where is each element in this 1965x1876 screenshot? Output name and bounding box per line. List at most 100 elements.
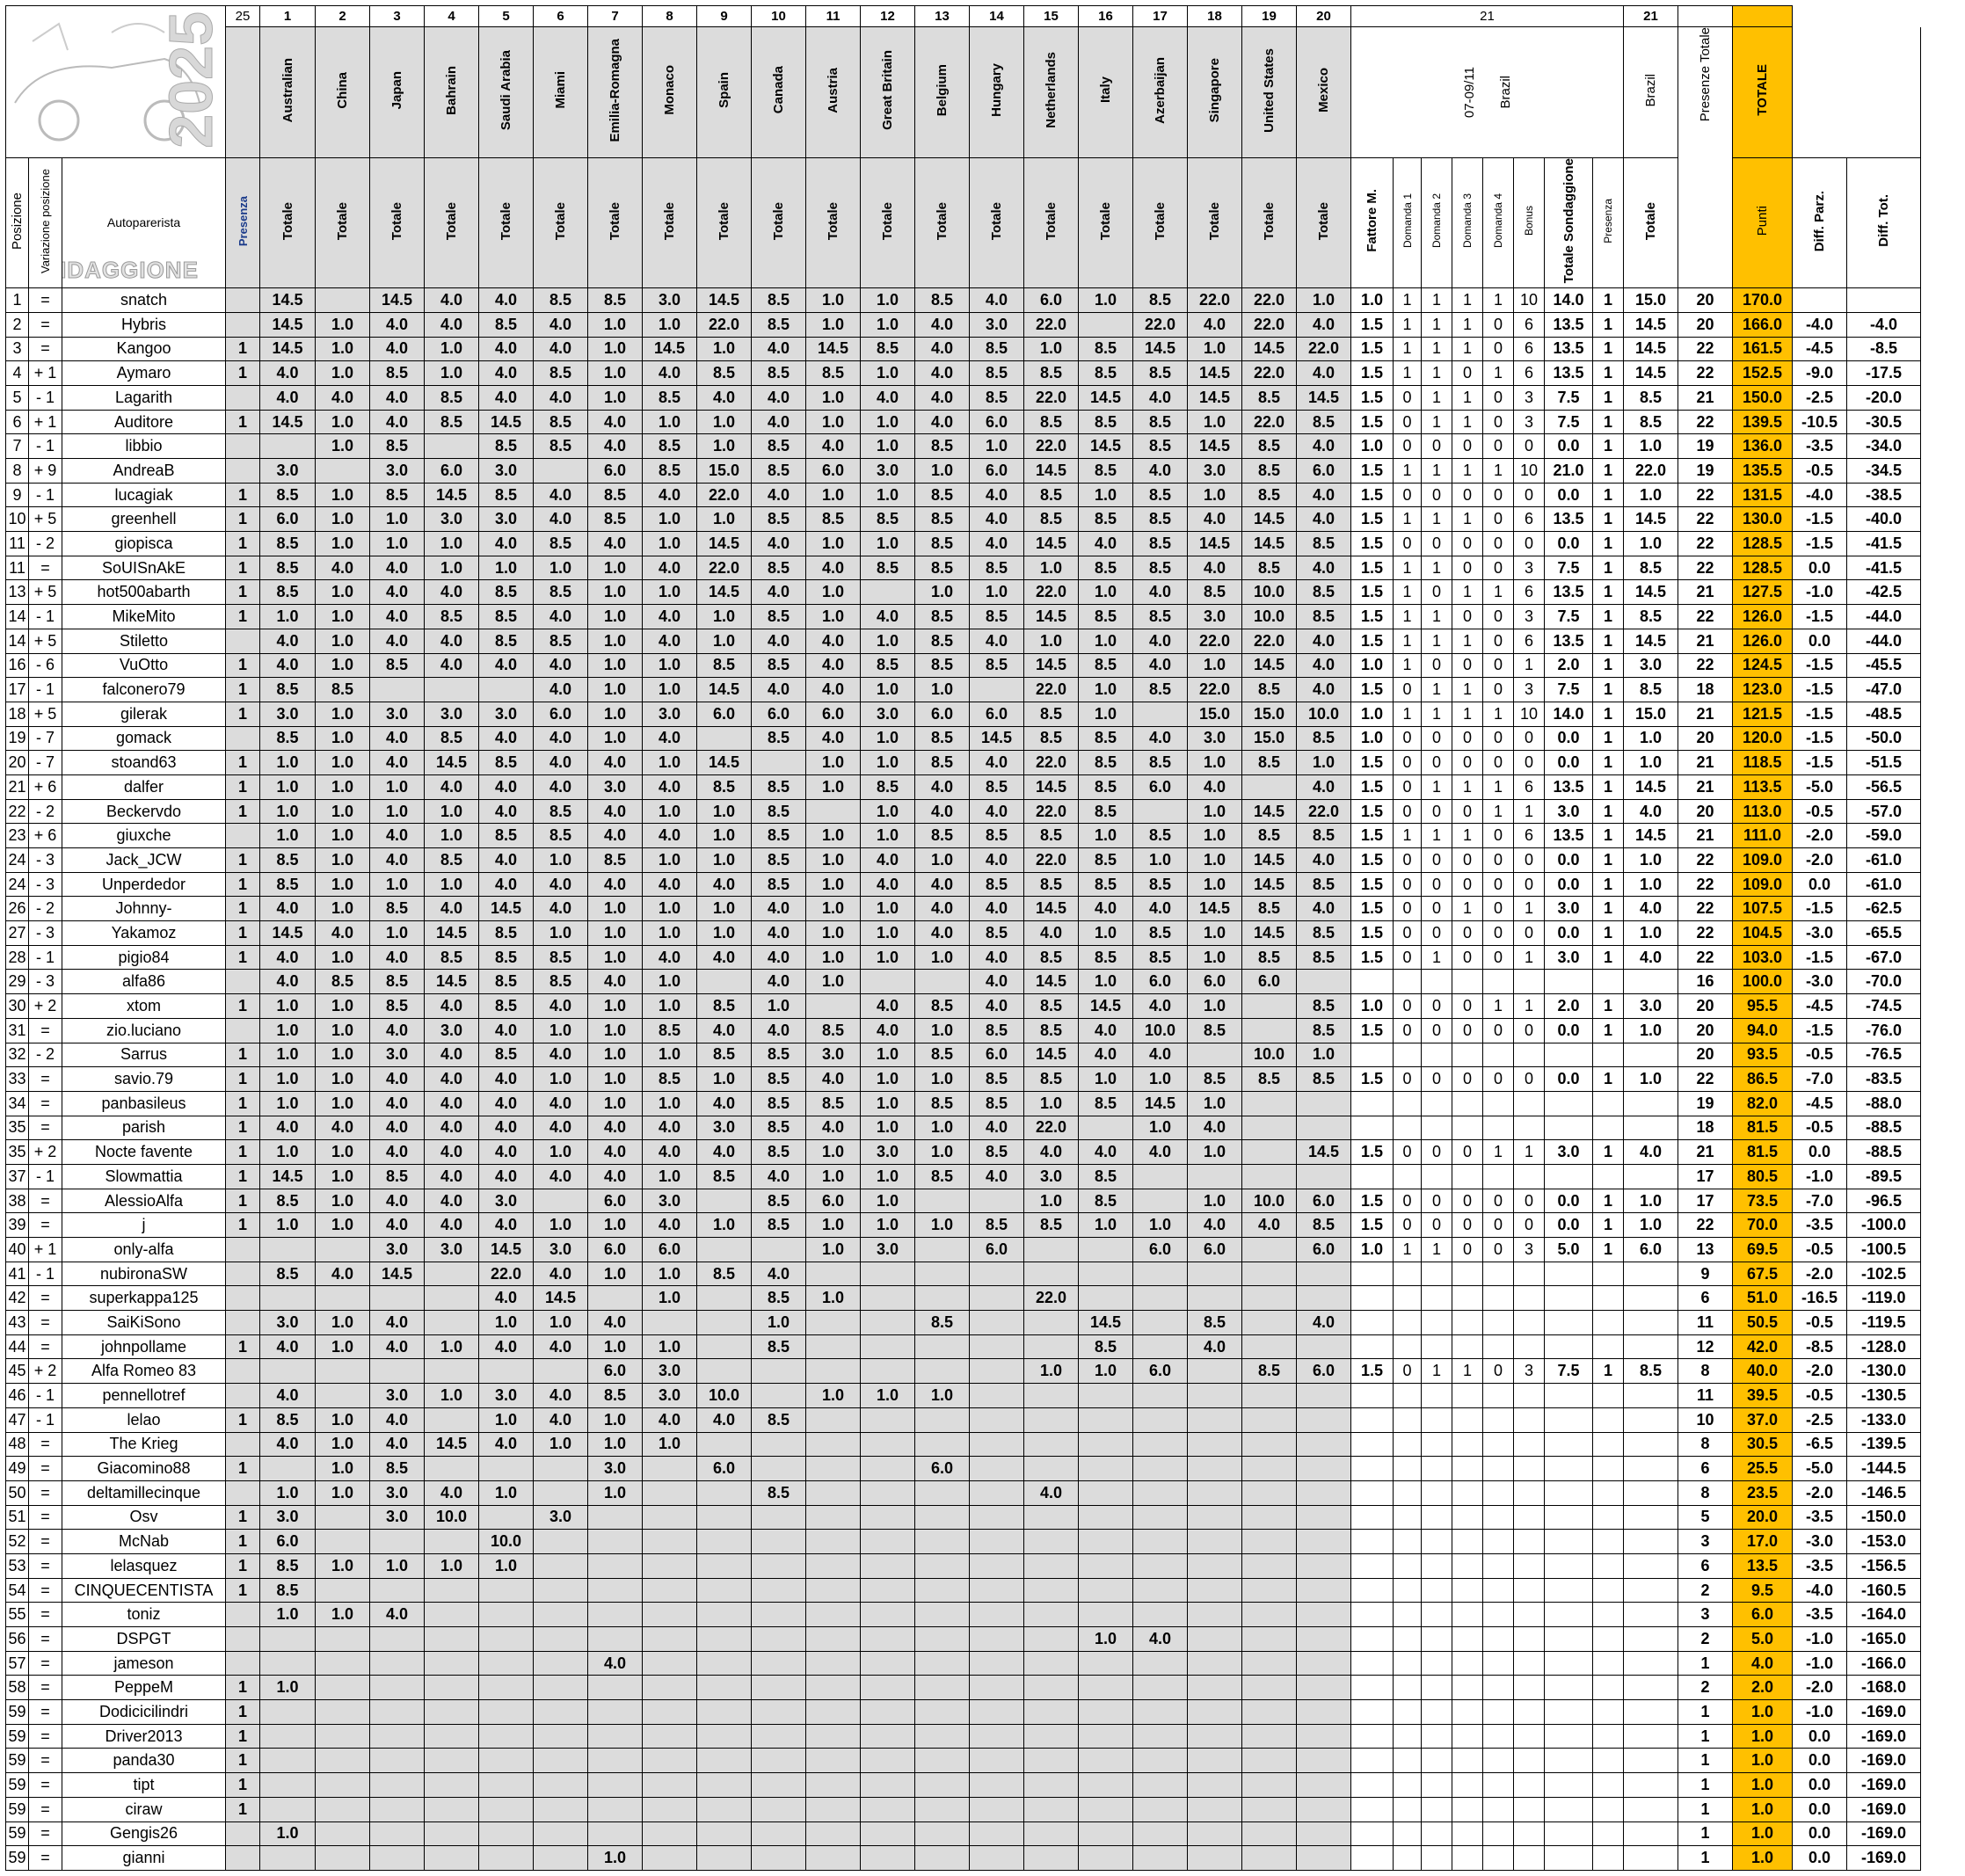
round-score: 8.5 (533, 287, 588, 313)
sondaggione-value (1592, 1675, 1624, 1701)
presenze-totale: 22 (1678, 506, 1733, 533)
sondaggione-value: 0 (1513, 847, 1545, 873)
sondaggione-value (1421, 1310, 1452, 1335)
position-change: + 5 (28, 628, 62, 654)
round-score: 8.5 (914, 652, 970, 679)
round-score: 1.0 (1187, 920, 1242, 946)
round-score (424, 1407, 479, 1433)
round-score: 1.0 (642, 1042, 697, 1068)
round-score: 1.0 (1023, 555, 1079, 581)
diff-totale: -119.5 (1846, 1310, 1921, 1335)
round-score: 1.0 (315, 1042, 370, 1068)
sondaggione-value: 0 (1482, 847, 1514, 873)
sondaggione-value: 1 (1452, 287, 1483, 313)
punti-total: 131.5 (1732, 482, 1793, 508)
punti-total: 70.0 (1732, 1212, 1793, 1239)
presenze-totale: 22 (1678, 896, 1733, 922)
punti-total: 124.5 (1732, 652, 1793, 679)
round-score: 8.5 (1078, 555, 1133, 581)
presenze-totale: 2 (1678, 1626, 1733, 1652)
round-score: 22.0 (1023, 384, 1079, 411)
position-change: = (28, 1748, 62, 1774)
round-score: 8.5 (1078, 336, 1133, 362)
sondaggione-value: 0 (1482, 652, 1514, 679)
presenza: 1 (225, 750, 260, 775)
presenza (225, 1310, 260, 1335)
round-score (914, 1480, 970, 1506)
round-score: 1.0 (533, 555, 588, 581)
position: 13 (5, 579, 29, 606)
round-score: 8.5 (1078, 604, 1133, 629)
round-score: 4.0 (424, 1188, 479, 1214)
round-score (805, 798, 861, 825)
sondaggione-value (1544, 1845, 1593, 1871)
sondaggione-value: 0 (1421, 750, 1452, 775)
sondaggione-value: 3 (1513, 409, 1545, 435)
position: 9 (5, 482, 29, 508)
round-score: 8.5 (533, 409, 588, 435)
round-score: 1.0 (805, 750, 861, 775)
race-name: China (315, 26, 370, 158)
sondaggione-value (1350, 1456, 1394, 1481)
round-score (805, 1552, 861, 1579)
sondaggione-value: 1 (1513, 993, 1545, 1019)
presenze-totale: 21 (1678, 701, 1733, 727)
round-score (315, 1504, 370, 1531)
sondaggione-value: 1 (1393, 311, 1422, 338)
sondaggione-value (1482, 1090, 1514, 1116)
participant-name: pennellotref (62, 1383, 226, 1408)
sondaggione-value: 0 (1393, 409, 1422, 435)
round-score (969, 1602, 1024, 1628)
round-score: 1.0 (315, 823, 370, 849)
round-score (1023, 1334, 1079, 1360)
round-score: 1.0 (315, 604, 370, 629)
table-row: 22- 2 Beckervdo 1 1.0 1.0 1.0 1.0 4.0 8.5 4.0 1.0 1… (5, 798, 1921, 825)
round-number: 3 (369, 5, 425, 27)
punti-total: 93.5 (1732, 1042, 1793, 1068)
sondaggione-value: 1 (1592, 433, 1624, 460)
round-score (860, 1431, 915, 1458)
round-score (369, 1675, 425, 1701)
round-score (315, 1383, 370, 1408)
presenza: 1 (225, 1723, 260, 1749)
position: 37 (5, 1163, 29, 1189)
race-name: Austria (805, 26, 861, 158)
diff-totale: -146.5 (1846, 1480, 1921, 1506)
round-score: 8.5 (587, 847, 643, 873)
round-score: 8.5 (424, 384, 479, 411)
punti-total: 42.0 (1732, 1334, 1793, 1360)
round-score (1132, 1431, 1188, 1458)
round-score (860, 1845, 915, 1871)
round-score: 8.5 (478, 1042, 534, 1068)
diff-totale: -47.0 (1846, 677, 1921, 702)
sondaggione-value: 1 (1592, 531, 1624, 556)
sondaggione-value (1592, 1090, 1624, 1116)
round-score: 3.0 (259, 458, 316, 484)
diff-parziale: 0.0 (1792, 555, 1847, 581)
round-score: 1.0 (805, 1237, 861, 1262)
position-change: = (28, 1675, 62, 1701)
sondaggione-value (1482, 969, 1514, 995)
position-change: = (28, 1723, 62, 1749)
sondaggione-value: 1.0 (1350, 993, 1394, 1019)
brazil-total (1623, 1163, 1678, 1189)
sondaggione-col-header: Domanda 3 (1452, 156, 1483, 289)
round-score: 15.0 (696, 458, 752, 484)
round-score (1296, 1675, 1351, 1701)
participant-name: superkappa125 (62, 1285, 226, 1312)
round-score: 4.0 (751, 628, 806, 654)
participant-name: Lagarith (62, 384, 226, 411)
diff-parziale: 0.0 (1792, 1772, 1847, 1798)
sondaggione-value: 1 (1592, 847, 1624, 873)
position-change: + 1 (28, 360, 62, 386)
brazil-total (1623, 1845, 1678, 1871)
table-row: 20- 7 stoand63 1 1.0 1.0 4.0 14.5 8.5 4.0 4.0 1.0 1… (5, 750, 1921, 775)
round-score (424, 1602, 479, 1628)
round-score: 8.5 (914, 555, 970, 581)
sondaggione-value (1513, 1748, 1545, 1774)
punti-total: 166.0 (1732, 311, 1793, 338)
round-score: 8.5 (751, 1115, 806, 1141)
sondaggione-value (1544, 1456, 1593, 1481)
round-score (860, 1480, 915, 1506)
round-score (1296, 1383, 1351, 1408)
